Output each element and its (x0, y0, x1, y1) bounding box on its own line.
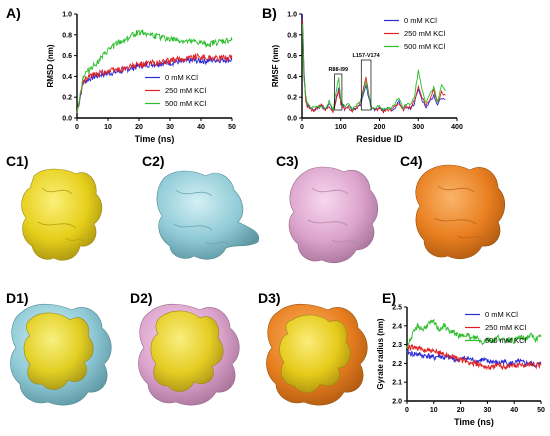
y-tick-label: 0.4 (287, 74, 297, 81)
legend-label: 250 mM KCl (404, 29, 446, 38)
y-tick-label: 0.8 (62, 32, 72, 39)
series-line-2 (301, 24, 446, 112)
y-tick-label: 0.0 (287, 116, 297, 123)
y-tick-label: 2.3 (392, 342, 402, 349)
x-axis-title: Residue ID (356, 134, 403, 144)
legend-label: 250 mM KCl (165, 86, 207, 95)
x-tick-label: 20 (135, 124, 143, 131)
y-tick-label: 2.5 (392, 305, 402, 312)
x-tick-label: 100 (335, 124, 347, 131)
x-tick-label: 10 (430, 407, 438, 414)
y-tick-label: 0.2 (287, 95, 297, 102)
x-tick-label: 30 (166, 124, 174, 131)
annotation-box (334, 73, 343, 111)
chart-a: 0 10 20 30 40 50 0.0 0.2 0.4 0.6 0.8 1.0 Time (ns) RM… (46, 12, 236, 145)
annotation-label: R88-I99 (328, 67, 348, 73)
x-tick-label: 40 (510, 407, 518, 414)
y-tick-label: 0.0 (62, 116, 72, 123)
x-tick-label: 0 (75, 124, 79, 131)
x-tick-label: 0 (405, 407, 409, 414)
structure-c1 (21, 168, 103, 261)
structure-c2 (156, 170, 260, 260)
panel-label-d2: D2) (130, 290, 153, 306)
y-tick-label: 0.6 (287, 53, 297, 60)
structure-d2 (138, 303, 240, 406)
protein-surface-c1 (21, 168, 103, 261)
y-axis-title: Gyrate radius (nm) (376, 318, 385, 389)
x-tick-label: 40 (197, 124, 205, 131)
y-tick-label: 0.2 (62, 95, 72, 102)
panel-label-d1: D1) (6, 290, 29, 306)
panel-label-c1: C1) (6, 153, 29, 169)
legend-label: 500 mM KCl (485, 336, 527, 345)
y-tick-label: 0.4 (62, 74, 72, 81)
panel-label-c4: C4) (400, 153, 423, 169)
series-line-2 (76, 29, 233, 113)
y-axis-title: RMSD (nm) (46, 44, 55, 87)
legend-label: 500 mM KCl (404, 42, 446, 51)
series-line-1 (76, 52, 233, 113)
y-tick-label: 1.0 (62, 12, 72, 19)
annotation-label: L157-V174 (353, 53, 381, 59)
protein-surface-c2 (156, 170, 260, 260)
x-tick-label: 50 (228, 124, 236, 131)
x-tick-label: 0 (300, 124, 304, 131)
protein-surface-d3-b (279, 314, 351, 393)
panel-label-b: B) (262, 5, 277, 21)
protein-surface-d2-b (150, 310, 224, 392)
x-axis-title: Time (ns) (135, 134, 175, 144)
structure-d3 (266, 303, 368, 406)
series-line-1 (406, 343, 542, 371)
y-tick-label: 2.2 (392, 361, 402, 368)
legend-label: 0 mM KCl (404, 16, 437, 25)
panel-label-a: A) (6, 5, 21, 21)
legend-label: 500 mM KCl (165, 99, 207, 108)
y-tick-label: 2.4 (392, 323, 402, 330)
panel-label-c3: C3) (276, 153, 299, 169)
x-tick-label: 50 (537, 407, 545, 414)
protein-surface-c4 (415, 164, 506, 259)
series-line-0 (76, 56, 233, 113)
x-tick-label: 30 (484, 407, 492, 414)
structure-c4 (415, 164, 506, 259)
series-line-1 (301, 19, 446, 114)
structure-d1 (10, 303, 112, 406)
chart-b: 0 100 200 300 400 0.0 0.2 0.4 0.6 0.8 1.0 Residue I… (271, 12, 463, 145)
legend-label: 250 mM KCl (485, 323, 527, 332)
series-line-2 (406, 318, 542, 350)
y-tick-label: 1.0 (287, 12, 297, 19)
y-axis-title: RMSF (nm) (271, 45, 280, 88)
panel-label-c2: C2) (142, 153, 165, 169)
annotation-box (360, 59, 372, 111)
y-tick-label: 0.6 (62, 53, 72, 60)
x-tick-label: 20 (457, 407, 465, 414)
chart-e: 0 10 20 30 40 50 2.0 2.1 2.2 2.3 2.4 2.5 Time (ns) Gy… (376, 305, 545, 428)
x-tick-label: 400 (451, 124, 463, 131)
y-tick-label: 0.8 (287, 32, 297, 39)
y-tick-label: 2.1 (392, 380, 402, 387)
y-tick-label: 2.0 (392, 399, 402, 406)
protein-surface-c3 (288, 166, 379, 263)
x-axis-title: Time (ns) (454, 417, 494, 427)
panel-label-d3: D3) (258, 290, 281, 306)
structure-c3 (288, 166, 379, 263)
x-tick-label: 10 (104, 124, 112, 131)
legend-label: 0 mM KCl (485, 310, 518, 319)
panel-label-e: E) (382, 290, 396, 306)
x-tick-label: 200 (374, 124, 386, 131)
x-tick-label: 300 (412, 124, 424, 131)
protein-surface-d1-b (23, 312, 94, 390)
legend-label: 0 mM KCl (165, 73, 198, 82)
